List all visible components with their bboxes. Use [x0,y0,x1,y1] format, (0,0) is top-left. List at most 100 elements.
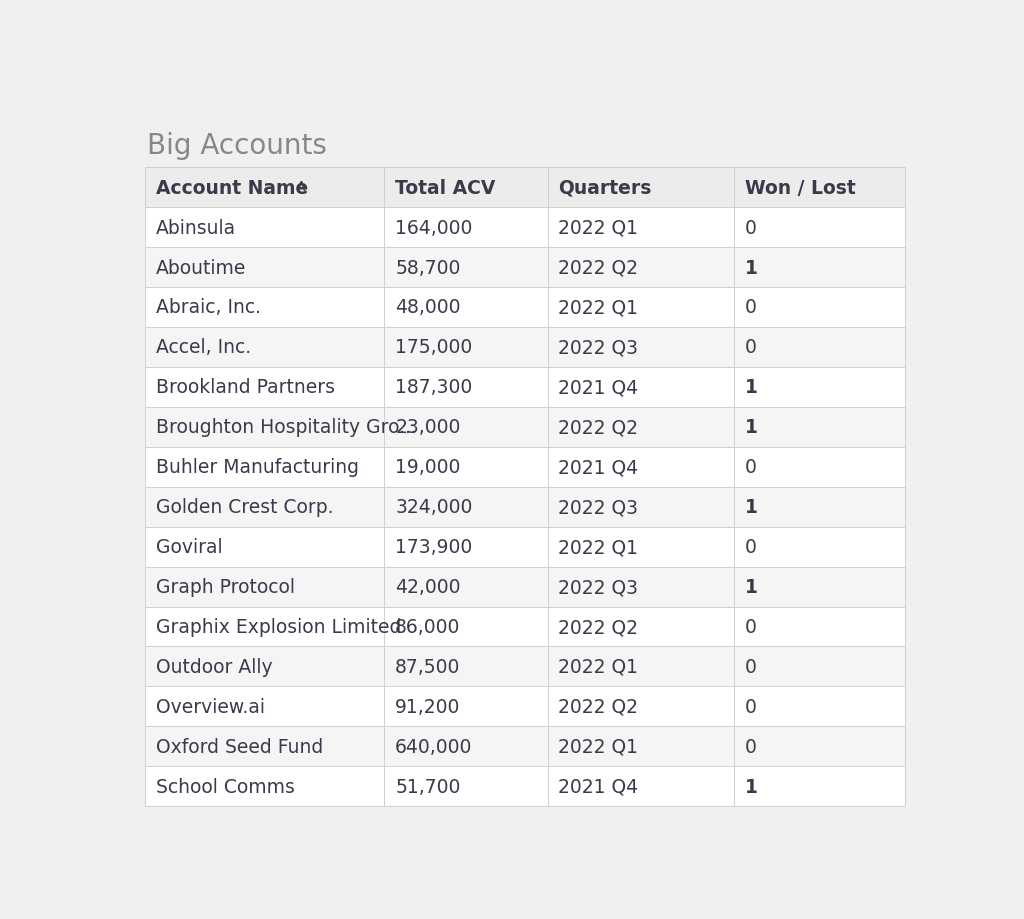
Text: 19,000: 19,000 [395,458,461,477]
Bar [384,607,548,647]
Bar [548,248,733,288]
Bar [145,567,384,607]
Bar [145,368,384,407]
Text: 2022 Q1: 2022 Q1 [558,219,638,237]
Bar [548,727,733,766]
Text: 51,700: 51,700 [395,777,461,796]
Text: Account Name: Account Name [156,178,308,198]
Bar [145,727,384,766]
Text: Goviral: Goviral [156,538,222,557]
Bar [384,288,548,327]
Bar [145,208,384,248]
Bar [733,248,904,288]
Bar [384,567,548,607]
Bar [145,766,384,806]
Bar [733,686,904,727]
Text: 0: 0 [744,338,757,357]
Bar [733,327,904,368]
Text: 1: 1 [744,418,758,437]
Text: Graph Protocol: Graph Protocol [156,577,295,596]
Bar [733,766,904,806]
Text: 1: 1 [744,258,758,278]
Text: 87,500: 87,500 [395,657,461,676]
Text: 2022 Q3: 2022 Q3 [558,497,638,516]
Bar [145,327,384,368]
Text: 2021 Q4: 2021 Q4 [558,777,639,796]
Text: ∧: ∧ [295,176,307,195]
Text: Overview.ai: Overview.ai [156,698,265,716]
Bar [733,567,904,607]
Text: 0: 0 [744,618,757,636]
Text: Abraic, Inc.: Abraic, Inc. [156,298,261,317]
Text: 23,000: 23,000 [395,418,461,437]
Text: 2022 Q1: 2022 Q1 [558,298,638,317]
Text: Aboutime: Aboutime [156,258,247,278]
Bar [548,448,733,487]
Text: 0: 0 [744,657,757,676]
Bar [733,168,904,208]
Text: 91,200: 91,200 [395,698,461,716]
Text: Outdoor Ally: Outdoor Ally [156,657,272,676]
Bar [733,607,904,647]
Text: 2022 Q1: 2022 Q1 [558,657,638,676]
Bar [733,208,904,248]
Text: 1: 1 [744,777,758,796]
Bar [384,528,548,567]
Bar [384,327,548,368]
Bar [384,368,548,407]
Bar [384,727,548,766]
Bar [145,607,384,647]
Text: 1: 1 [744,497,758,516]
Bar [548,368,733,407]
Text: 86,000: 86,000 [395,618,461,636]
Text: 173,900: 173,900 [395,538,472,557]
Text: 0: 0 [744,219,757,237]
Text: 324,000: 324,000 [395,497,472,516]
Bar [548,647,733,686]
Text: 2022 Q3: 2022 Q3 [558,577,638,596]
Bar [548,327,733,368]
Bar [145,448,384,487]
Text: 164,000: 164,000 [395,219,472,237]
Text: Golden Crest Corp.: Golden Crest Corp. [156,497,334,516]
Text: 2022 Q2: 2022 Q2 [558,698,638,716]
Bar [548,168,733,208]
Bar [384,647,548,686]
Bar [548,407,733,448]
Bar [548,607,733,647]
Text: 2022 Q1: 2022 Q1 [558,538,638,557]
Bar [384,407,548,448]
Text: 2022 Q2: 2022 Q2 [558,418,638,437]
Bar [384,448,548,487]
Text: 0: 0 [744,298,757,317]
Bar [384,248,548,288]
Text: 2021 Q4: 2021 Q4 [558,458,639,477]
Bar [145,487,384,528]
Text: 640,000: 640,000 [395,737,472,756]
Text: 187,300: 187,300 [395,378,472,397]
Text: 2021 Q4: 2021 Q4 [558,378,639,397]
Bar [145,647,384,686]
Bar [733,487,904,528]
Text: Big Accounts: Big Accounts [147,131,328,160]
Text: Accel, Inc.: Accel, Inc. [156,338,251,357]
Text: 2022 Q3: 2022 Q3 [558,338,638,357]
Text: School Comms: School Comms [156,777,295,796]
Bar [733,368,904,407]
Bar [548,487,733,528]
Text: Buhler Manufacturing: Buhler Manufacturing [156,458,358,477]
Text: Abinsula: Abinsula [156,219,236,237]
Text: 48,000: 48,000 [395,298,461,317]
Bar [384,487,548,528]
Text: 42,000: 42,000 [395,577,461,596]
Text: Won / Lost: Won / Lost [744,178,855,198]
Text: 1: 1 [744,378,758,397]
Text: 0: 0 [744,737,757,756]
Text: Graphix Explosion Limited: Graphix Explosion Limited [156,618,401,636]
Bar [733,647,904,686]
Text: 2022 Q2: 2022 Q2 [558,618,638,636]
Text: 0: 0 [744,698,757,716]
Bar [733,727,904,766]
Text: 58,700: 58,700 [395,258,461,278]
Bar [548,288,733,327]
